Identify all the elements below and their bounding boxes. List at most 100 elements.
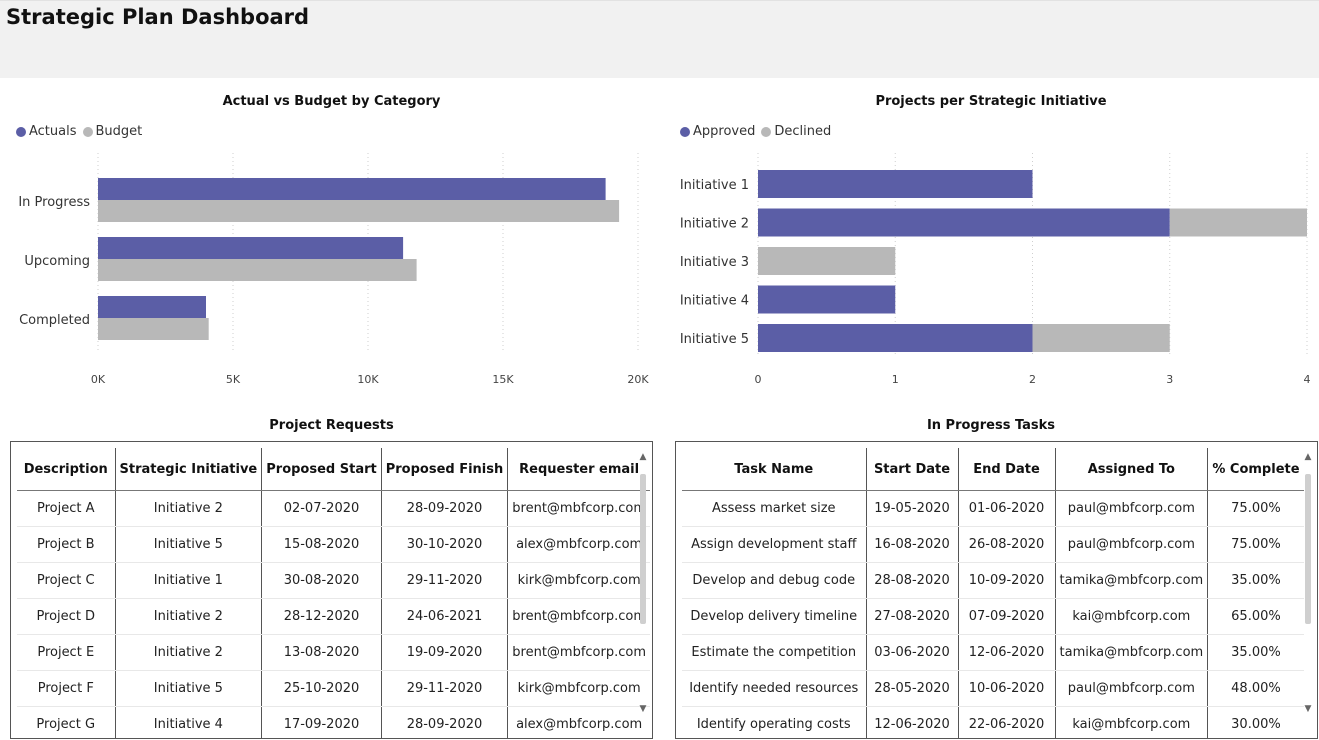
table-cell: 28-09-2020 [380,490,508,527]
table-header-row: Task Name Start Date End Date Assigned To% … [682,448,1304,491]
table-header-row: Description Strategic Initiative Proposed … [17,448,650,491]
column-header[interactable]: Description [17,448,115,491]
legend-item-actuals[interactable]: Actuals [16,124,77,139]
legend-item-approved[interactable]: Approved [680,124,755,139]
y-category-label: Initiative 3 [680,255,749,270]
legend-item-declined[interactable]: Declined [761,124,831,139]
table-cell: 75.00% [1207,526,1304,563]
table-cell: 48.00% [1207,670,1304,707]
column-header[interactable]: Assigned To [1054,448,1208,491]
table-cell: paul@mbfcorp.com [1054,526,1208,563]
page-header: Strategic Plan Dashboard [0,0,1319,78]
column-header[interactable]: Proposed Start [261,448,382,491]
table-cell: 28-05-2020 [865,670,958,707]
x-tick-label: 10K [357,373,379,386]
column-header[interactable]: % Complete [1207,448,1304,491]
table-cell: 01-06-2020 [957,490,1055,527]
table-cell: Project C [17,562,115,599]
actual-vs-budget-title: Actual vs Budget by Category [222,94,441,109]
table-row[interactable]: Develop and debug code 28-08-2020 10-09-20… [682,562,1304,599]
table-row[interactable]: Project F Initiative 5 25-10-2020 29-11-202… [17,670,650,707]
table-row[interactable]: Project C Initiative 1 30-08-2020 29-11-202… [17,562,650,599]
actual-vs-budget-chart[interactable]: 0K 5K 10K 15K 20K In Progress Upcoming Complete… [0,145,663,395]
table-cell: alex@mbfcorp.com [507,706,650,738]
table-cell: alex@mbfcorp.com [507,526,650,563]
scrollbar-thumb[interactable] [640,474,646,624]
legend-item-budget[interactable]: Budget [82,124,142,139]
column-header[interactable]: Strategic Initiative [114,448,262,491]
x-tick-label: 2 [1029,373,1036,386]
table-row[interactable]: Assess market size 19-05-2020 01-06-2020 pa… [682,490,1304,527]
table-cell: 10-06-2020 [957,670,1055,707]
legend-dot-actuals [16,126,26,137]
table-cell: kai@mbfcorp.com [1054,598,1208,635]
table-row[interactable]: Project D Initiative 2 28-12-2020 24-06-202… [17,598,650,635]
table-cell: 13-08-2020 [261,634,382,671]
table-cell: 30-10-2020 [380,526,508,563]
table-row[interactable]: Project E Initiative 2 13-08-2020 19-09-202… [17,634,650,671]
table-cell: Project F [17,670,115,707]
table-cell: 65.00% [1207,598,1304,635]
table-cell: 27-08-2020 [865,598,958,635]
scrollbar-thumb[interactable] [1305,474,1311,624]
bar-budget[interactable] [98,259,417,281]
table-row[interactable]: Identify needed resources 28-05-2020 10-06… [682,670,1304,707]
bar-actuals[interactable] [98,178,606,200]
bar-declined[interactable] [1169,208,1307,237]
projects-per-initiative-legend[interactable]: Approved Declined [680,124,837,139]
x-tick-label: 1 [892,373,899,386]
table-row[interactable]: Identify operating costs 12-06-2020 22-06-… [682,706,1304,738]
table-row[interactable]: Assign development staff 16-08-2020 26-08-… [682,526,1304,563]
project-requests-scrollbar[interactable]: ▲ ▼ [637,452,649,734]
table-cell: paul@mbfcorp.com [1054,490,1208,527]
chevron-up-icon[interactable]: ▲ [1304,452,1312,462]
bar-declined[interactable] [758,247,896,275]
table-row[interactable]: Estimate the competition 03-06-2020 12-06-… [682,634,1304,671]
table-cell: 22-06-2020 [957,706,1055,738]
bar-approved[interactable] [758,285,896,314]
bar-approved[interactable] [758,324,1033,352]
project-requests-table-container[interactable]: Description Strategic Initiative Proposed … [10,441,653,739]
column-header[interactable]: End Date [957,448,1055,491]
column-header[interactable]: Requester email [507,448,650,491]
table-row[interactable]: Project B Initiative 5 15-08-2020 30-10-202… [17,526,650,563]
chevron-up-icon[interactable]: ▲ [639,452,647,462]
table-row[interactable]: Develop delivery timeline 27-08-2020 07-09… [682,598,1304,635]
in-progress-tasks-scrollbar[interactable]: ▲ ▼ [1302,452,1314,734]
table-cell: kai@mbfcorp.com [1054,706,1208,738]
legend-dot-budget [82,126,93,137]
table-cell: Identify operating costs [682,706,866,738]
table-cell: 75.00% [1207,490,1304,527]
table-row[interactable]: Project G Initiative 4 17-09-2020 28-09-202… [17,706,650,738]
project-requests-table: Description Strategic Initiative Proposed … [17,448,650,738]
bar-declined[interactable] [1032,324,1170,352]
projects-per-initiative-chart[interactable]: 0 1 2 3 4 Initiative 1 Initiative 2 Initiative … [663,145,1319,395]
bar-approved[interactable] [758,208,1170,237]
legend-dot-approved [680,126,690,137]
table-cell: Estimate the competition [682,634,866,671]
column-header[interactable]: Task Name [682,448,866,491]
in-progress-tasks-table-container[interactable]: Task Name Start Date End Date Assigned To% … [675,441,1318,739]
bar-approved[interactable] [758,170,1033,198]
actual-vs-budget-legend[interactable]: Actuals Budget [16,124,148,139]
bar-budget[interactable] [98,318,209,340]
y-category-label: Completed [19,313,90,328]
table-cell: Initiative 2 [114,490,262,527]
table-cell: kirk@mbfcorp.com [507,670,650,707]
column-header[interactable]: Proposed Finish [380,448,508,491]
bar-actuals[interactable] [98,296,206,318]
chevron-down-icon[interactable]: ▼ [1304,704,1312,714]
chevron-down-icon[interactable]: ▼ [639,704,647,714]
x-tick-label: 0 [755,373,762,386]
page-title: Strategic Plan Dashboard [6,5,310,29]
x-tick-label: 15K [492,373,514,386]
legend-dot-declined [761,126,772,137]
project-requests-title: Project Requests [269,418,394,433]
table-row[interactable]: Project A Initiative 2 02-07-2020 28-09-202… [17,490,650,527]
table-cell: Initiative 2 [114,634,262,671]
column-header[interactable]: Start Date [865,448,958,491]
table-cell: Project B [17,526,115,563]
table-cell: kirk@mbfcorp.com [507,562,650,599]
bar-budget[interactable] [98,200,620,222]
bar-actuals[interactable] [98,237,404,259]
